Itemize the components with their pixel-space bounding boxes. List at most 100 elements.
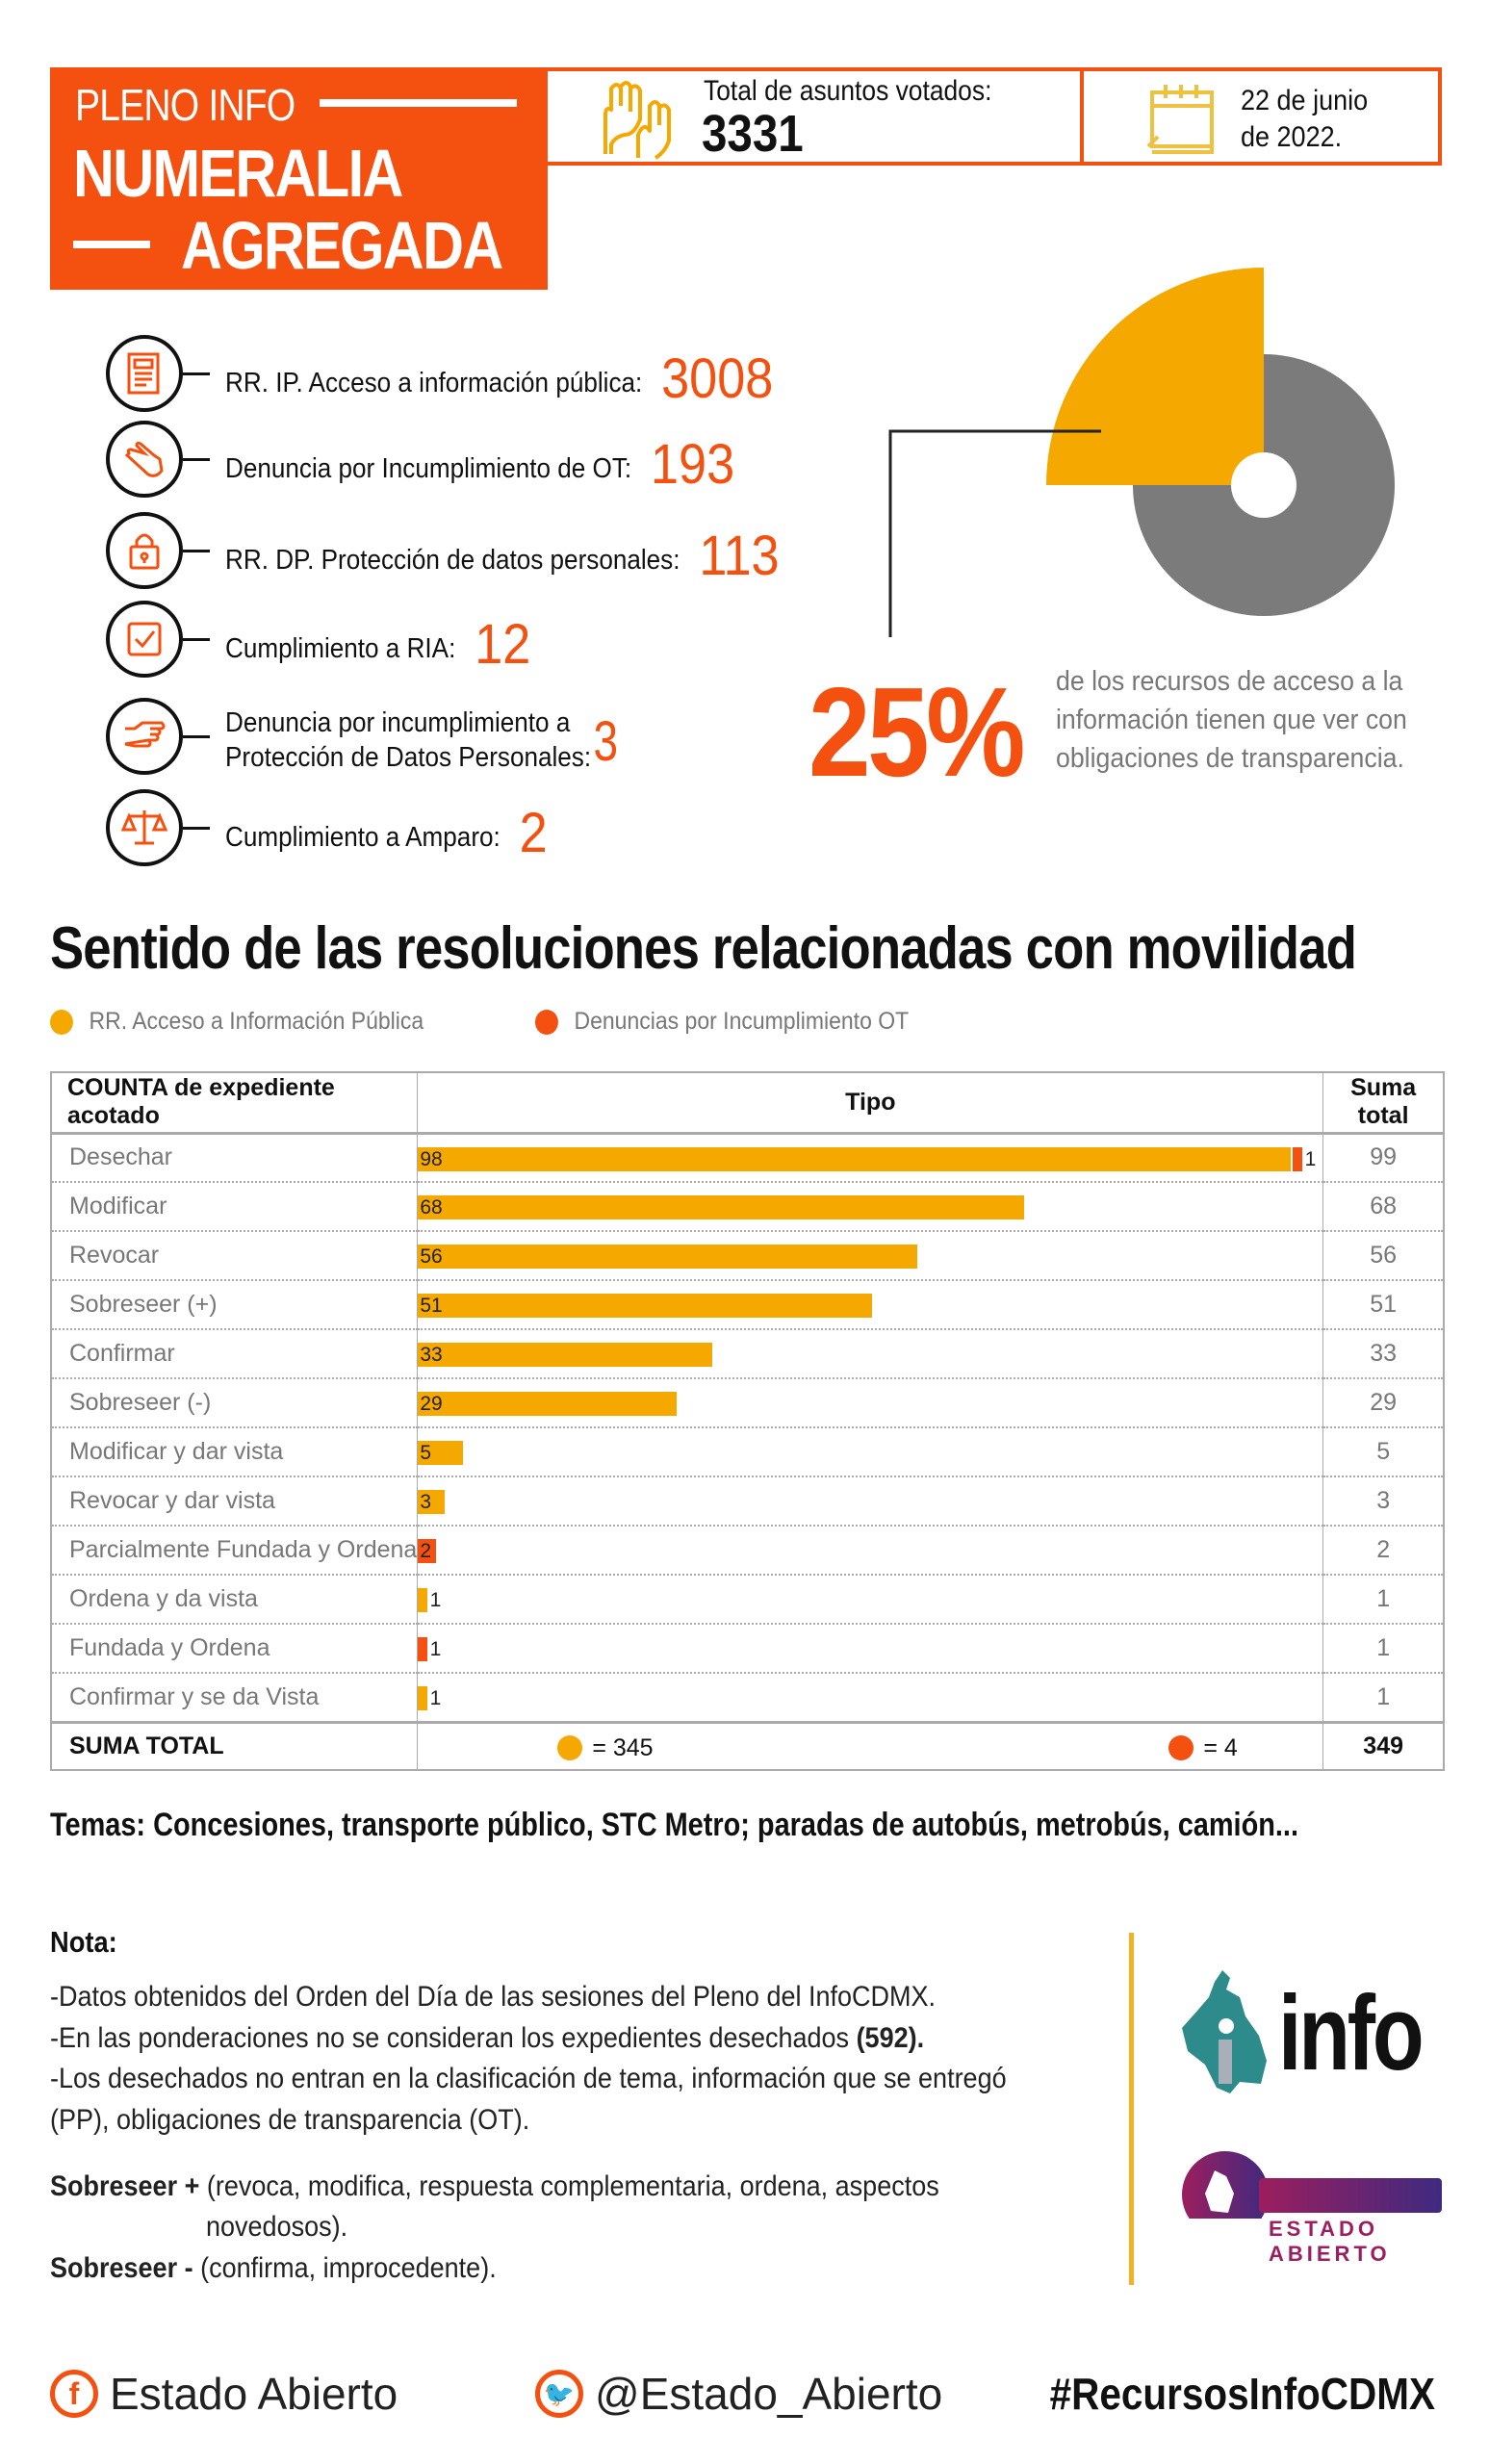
divider	[73, 241, 150, 248]
bar-value-label: 98	[420, 1147, 443, 1170]
checkbox-icon	[106, 601, 183, 678]
legend-dot-orange	[535, 1009, 558, 1035]
total-label: Total de asuntos votados:	[704, 75, 992, 107]
bar-cell: 56	[417, 1231, 1324, 1281]
bar-yellow: 5	[418, 1441, 463, 1465]
bar-yellow	[418, 1686, 427, 1710]
note-line: -Los desechados no entran en la clasific…	[50, 2063, 1007, 2094]
bar-cell: 29	[417, 1378, 1324, 1428]
row-total: 56	[1322, 1231, 1445, 1281]
row-label: Parcialmente Fundada y Ordena	[50, 1526, 419, 1576]
divider	[1080, 71, 1084, 162]
note-sobreseer-minus: Sobreseer - (confirma, improcedente).	[50, 2252, 497, 2284]
pie-hole	[1231, 452, 1296, 518]
table-row: Confirmar 33 33	[50, 1329, 1445, 1379]
calendar-icon	[1146, 85, 1214, 154]
bar-yellow: 98	[418, 1146, 1292, 1171]
bar-cell: 1	[417, 1575, 1324, 1625]
item-label: Denuncia por Incumplimiento de OT: 193	[225, 433, 735, 496]
hashtag: #RecursosInfoCDMX	[1049, 2369, 1435, 2419]
row-label: Desechar	[50, 1133, 419, 1183]
pointing-hand-icon	[106, 421, 183, 498]
document-icon	[106, 335, 183, 412]
series-total-yellow: = 345	[557, 1734, 654, 1762]
estado-abierto-logo: ESTADO ABIERTO	[1182, 2151, 1442, 2266]
table-row: Confirmar y se da Vista 1 1	[50, 1673, 1445, 1723]
bar-value-label: 1	[429, 1589, 442, 1611]
bar-orange: 2	[418, 1539, 436, 1563]
title-line1: NUMERALIA	[73, 136, 403, 211]
title-line2: AGREGADA	[181, 208, 503, 283]
item-value: 2	[519, 802, 548, 864]
bar-cell: 1	[417, 1624, 1324, 1674]
table-row: Modificar 68 68	[50, 1182, 1445, 1232]
row-total: 1	[1322, 1624, 1445, 1674]
bar-yellow: 56	[418, 1245, 917, 1269]
row-total: 1	[1322, 1673, 1445, 1723]
percent-value: 25%	[809, 661, 1025, 803]
note-sobreseer-plus: Sobreseer + (revoca, modifica, respuesta…	[50, 2170, 939, 2202]
notes-title: Nota:	[50, 1925, 117, 1959]
row-total: 99	[1322, 1133, 1445, 1183]
title-block: PLENO INFO NUMERALIA AGREGADA	[50, 67, 548, 290]
connector	[183, 735, 210, 738]
table-row: Revocar y dar vista 3 3	[50, 1476, 1445, 1527]
connector	[183, 372, 210, 375]
twitter-link[interactable]: 🐦 @Estado_Abierto	[535, 2368, 942, 2420]
row-label: Confirmar y se da Vista	[50, 1673, 419, 1723]
date-line2: de 2022.	[1241, 121, 1343, 153]
table-row: Ordena y da vista 1 1	[50, 1575, 1445, 1625]
legend-item: Denuncias por Incumplimiento OT	[535, 1008, 909, 1036]
item-value: 193	[651, 433, 735, 496]
table-row: Fundada y Ordena 1 1	[50, 1624, 1445, 1674]
item-value: 3008	[661, 347, 774, 410]
connector	[183, 638, 210, 641]
bar-value-label: 51	[420, 1295, 443, 1317]
kicker: PLENO INFO	[75, 80, 295, 130]
date: 22 de junio de 2022.	[1241, 83, 1368, 156]
bar-cell: 5	[417, 1427, 1324, 1477]
info-logo: info	[1182, 1968, 1442, 2098]
table-row: Revocar 56 56	[50, 1231, 1445, 1281]
item-value: 3	[593, 710, 619, 773]
bar-value-label: 29	[420, 1393, 443, 1415]
resolutions-table: COUNTA de expediente acotado Tipo Suma t…	[50, 1071, 1445, 1771]
twitter-icon: 🐦	[535, 2370, 583, 2418]
chart-title: Sentido de las resoluciones relacionadas…	[50, 915, 1357, 982]
total-label: SUMA TOTAL	[50, 1720, 419, 1771]
row-label: Sobreseer (+)	[50, 1280, 419, 1330]
row-total: 5	[1322, 1427, 1445, 1477]
note-line: novedosos).	[206, 2211, 348, 2243]
table-row: Parcialmente Fundada y Ordena 2 2	[50, 1526, 1445, 1576]
row-label: Revocar	[50, 1231, 419, 1281]
row-label: Sobreseer (-)	[50, 1378, 419, 1428]
row-label: Modificar y dar vista	[50, 1427, 419, 1477]
facebook-link[interactable]: f Estado Abierto	[50, 2368, 398, 2420]
item-label-line1: Denuncia por incumplimiento a	[225, 707, 571, 738]
item-label: Denuncia por incumplimiento a Protección…	[225, 706, 618, 775]
bar-cell: 51	[417, 1280, 1324, 1330]
divider	[320, 99, 517, 107]
column-header: Suma total	[1322, 1071, 1445, 1135]
bar-orange	[1293, 1146, 1302, 1171]
bar-cell: 33	[417, 1329, 1324, 1379]
item-value: 113	[699, 525, 780, 587]
bar-value-label: 1	[429, 1638, 442, 1660]
row-label: Fundada y Ordena	[50, 1624, 419, 1674]
bar-cell: 3	[417, 1476, 1324, 1527]
bar-value-label: 68	[420, 1196, 443, 1219]
row-total: 51	[1322, 1280, 1445, 1330]
percent-description: de los recursos de acceso a la informaci…	[1056, 666, 1407, 774]
callout-line	[888, 429, 1101, 637]
grand-total: 349	[1322, 1720, 1445, 1771]
legend-item: RR. Acceso a Información Pública	[50, 1008, 424, 1036]
table-row: Modificar y dar vista 5 5	[50, 1427, 1445, 1477]
divider	[1129, 1933, 1134, 2285]
bar-yellow: 51	[418, 1294, 873, 1318]
bar-yellow: 29	[418, 1392, 677, 1416]
bar-yellow: 33	[418, 1343, 712, 1367]
bar-orange	[418, 1637, 427, 1661]
series-totals: = 345 = 4	[417, 1720, 1324, 1771]
total-value: 3331	[702, 105, 804, 163]
row-total: 3	[1322, 1476, 1445, 1527]
